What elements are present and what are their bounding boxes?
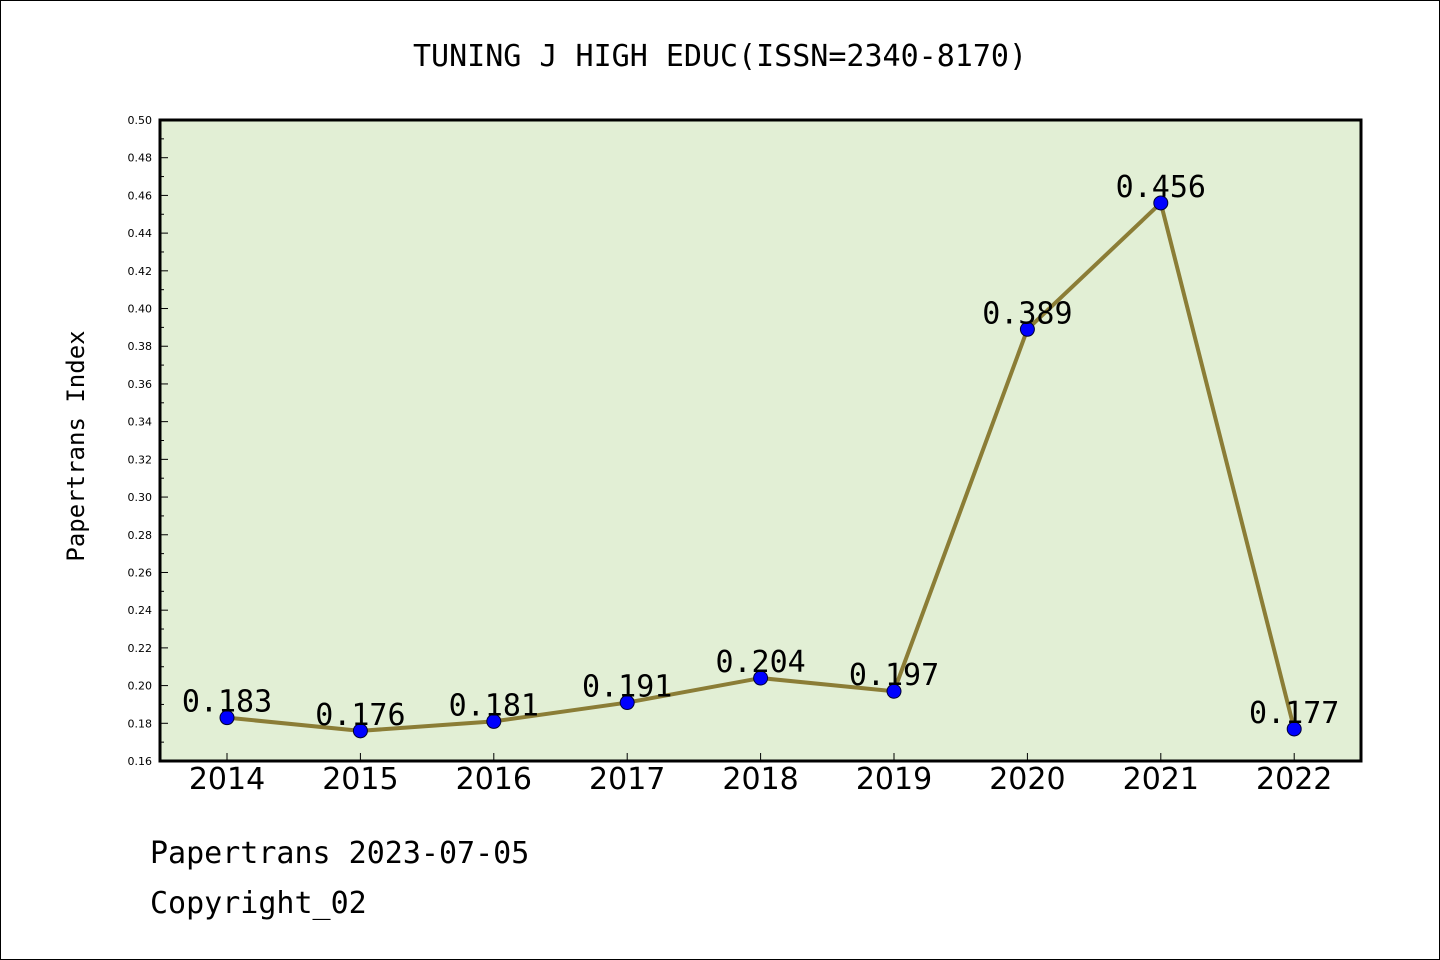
footer-date: Papertrans 2023-07-05 [150, 836, 530, 871]
chart-title: TUNING J HIGH EDUC(ISSN=2340-8170) [413, 39, 1027, 74]
x-tick-label: 2014 [189, 762, 265, 797]
x-tick-label: 2018 [722, 762, 798, 797]
data-label: 0.181 [449, 688, 539, 723]
y-tick-label: 0.32 [128, 453, 153, 466]
data-label: 0.176 [315, 698, 405, 733]
y-tick-label: 0.42 [128, 265, 153, 278]
x-axis: 2014 2015 2016 2017 2018 2019 2020 2021 2022 [189, 753, 1332, 797]
data-label: 0.204 [715, 645, 805, 680]
x-tick-label: 2022 [1256, 762, 1332, 797]
y-tick-label: 0.26 [128, 566, 153, 579]
y-tick-label: 0.34 [128, 416, 153, 429]
y-axis-label: Papertrans Index [62, 330, 90, 561]
x-tick-label: 2017 [589, 762, 665, 797]
y-tick-label: 0.24 [128, 604, 153, 617]
data-label: 0.389 [982, 296, 1072, 331]
data-label: 0.197 [849, 658, 939, 693]
y-tick-label: 0.20 [128, 680, 153, 693]
y-tick-label: 0.46 [128, 189, 153, 202]
data-point-marker [486, 713, 502, 729]
data-point-marker [619, 695, 635, 711]
x-tick-label: 2020 [989, 762, 1065, 797]
data-label: 0.456 [1116, 170, 1206, 205]
x-tick-label: 2021 [1123, 762, 1199, 797]
x-tick-label: 2015 [322, 762, 398, 797]
y-tick-label: 0.16 [128, 755, 153, 768]
x-tick-label: 2019 [856, 762, 932, 797]
y-tick-label: 0.28 [128, 529, 153, 542]
data-point-marker [352, 723, 368, 739]
data-point-marker [1019, 321, 1035, 337]
data-label: 0.183 [182, 685, 272, 720]
y-tick-label: 0.50 [128, 114, 153, 127]
plot-border [158, 118, 1363, 763]
y-tick-label: 0.38 [128, 340, 153, 353]
y-tick-label: 0.36 [128, 378, 153, 391]
plot-area [160, 120, 1361, 761]
y-tick-label: 0.18 [128, 717, 153, 730]
data-point-marker [886, 683, 902, 699]
y-tick-label: 0.44 [128, 227, 153, 240]
y-axis: 0.16 0.18 0.20 0.22 0.24 0.26 0.28 0.30 0.32 0.34… [128, 114, 168, 768]
data-labels: 0.183 0.176 0.181 0.191 0.204 0.197 0.389 0.456… [182, 170, 1340, 733]
data-label: 0.177 [1249, 696, 1339, 731]
series-line-group [219, 195, 1302, 739]
y-tick-label: 0.48 [128, 152, 153, 165]
footer-copyright: Copyright_02 [150, 886, 367, 921]
x-tick-label: 2016 [456, 762, 532, 797]
data-label: 0.191 [582, 670, 672, 705]
y-tick-label: 0.40 [128, 303, 153, 316]
y-tick-label: 0.22 [128, 642, 153, 655]
data-point-marker [753, 670, 769, 686]
data-point-marker [219, 710, 235, 726]
y-tick-label: 0.30 [128, 491, 153, 504]
data-point-marker [1153, 195, 1169, 211]
data-point-marker [1286, 721, 1302, 737]
